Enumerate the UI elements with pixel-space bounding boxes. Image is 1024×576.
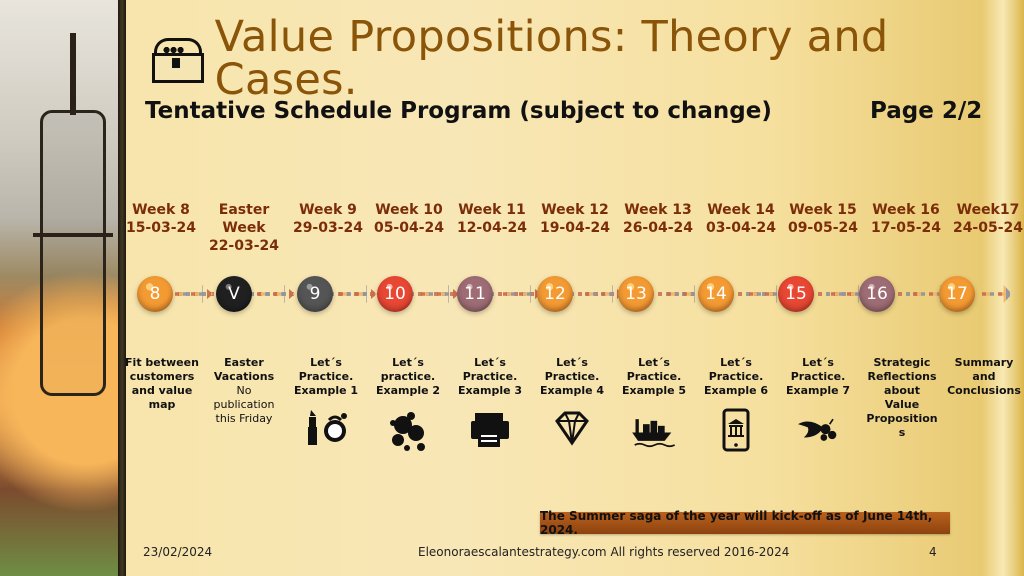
week-11-node: 11 [457, 276, 493, 312]
printer-icon [471, 413, 509, 447]
week-10-description: Let´s practice. Example 2 [375, 356, 441, 397]
ship-icon [632, 419, 676, 448]
week-11-description: Let´s Practice. Example 3 [457, 356, 523, 397]
lipstick-and-perfume-icon [308, 410, 347, 445]
title-row: Value Propositions: Theory and Cases. [150, 16, 1024, 102]
lantern-icon [33, 33, 113, 396]
week-15-description: Let´s Practice. Example 7 [785, 356, 851, 397]
cornucopia-icon [798, 418, 837, 441]
week-9-label: Week 9 29-03-24 [292, 202, 364, 236]
slide-title: Value Propositions: Theory and Cases. [214, 12, 889, 105]
footer-banner: The Summer saga of the year will kick-of… [540, 509, 950, 537]
week-16-node: 16 [859, 276, 895, 312]
week-8-label: Week 8 15-03-24 [125, 202, 197, 236]
mobile-bank-icon [722, 408, 750, 452]
easter-description: Easter Vacations No publication this Friday [213, 356, 275, 425]
slide-number: 4 [929, 545, 937, 559]
week-16-label: Week 16 17-05-24 [870, 202, 942, 236]
subtitle: Tentative Schedule Program (subject to c… [145, 98, 772, 124]
week-17-label: Week17 24-05-24 [952, 202, 1024, 236]
week-12-node: 12 [537, 276, 573, 312]
timeline-arrow [503, 285, 541, 303]
week-13-label: Week 13 26-04-24 [622, 202, 694, 236]
week-14-node: 14 [698, 276, 734, 312]
treasure-chest-icon [150, 38, 204, 83]
week-12-label: Week 12 19-04-24 [539, 202, 611, 236]
timeline-arrow [339, 285, 377, 303]
week-13-description: Let´s Practice. Example 5 [621, 356, 687, 397]
week-13-node: 13 [618, 276, 654, 312]
week-15-label: Week 15 09-05-24 [787, 202, 859, 236]
week-12-description: Let´s Practice. Example 4 [539, 356, 605, 397]
timeline-arrow [175, 285, 213, 303]
week-8-description: Fit between customers and value map [125, 356, 199, 411]
diamond-icon [555, 411, 589, 446]
timeline-arrow [421, 285, 459, 303]
week-15-node: 15 [778, 276, 814, 312]
footer-date: 23/02/2024 [143, 545, 213, 559]
week-14-label: Week 14 03-04-24 [705, 202, 777, 236]
week-11-label: Week 11 12-04-24 [456, 202, 528, 236]
left-decorative-image [0, 0, 122, 576]
week-9-description: Let´s Practice. Example 1 [293, 356, 359, 397]
timeline-arrow [257, 285, 295, 303]
easter-node: V [216, 276, 252, 312]
page-label: Page 2/2 [870, 98, 983, 124]
week-16-description: Strategic Reflections about Value Propositio… [866, 356, 938, 439]
easter-week-label: Easter Week 22-03-24 [208, 202, 280, 254]
footer-site: Eleonoraescalantestrategy.com All rights… [418, 545, 790, 559]
week-17-node: 17 [939, 276, 975, 312]
left-border [118, 0, 126, 576]
right-decorative-glow [982, 0, 1024, 576]
bubbles-icon [390, 412, 425, 451]
week-10-node: 10 [377, 276, 413, 312]
week-8-node: 8 [137, 276, 173, 312]
week-9-node: 9 [297, 276, 333, 312]
week-10-label: Week 10 05-04-24 [373, 202, 445, 236]
week-17-description: Summary and Conclusions [947, 356, 1021, 397]
week-14-description: Let´s Practice. Example 6 [703, 356, 769, 397]
